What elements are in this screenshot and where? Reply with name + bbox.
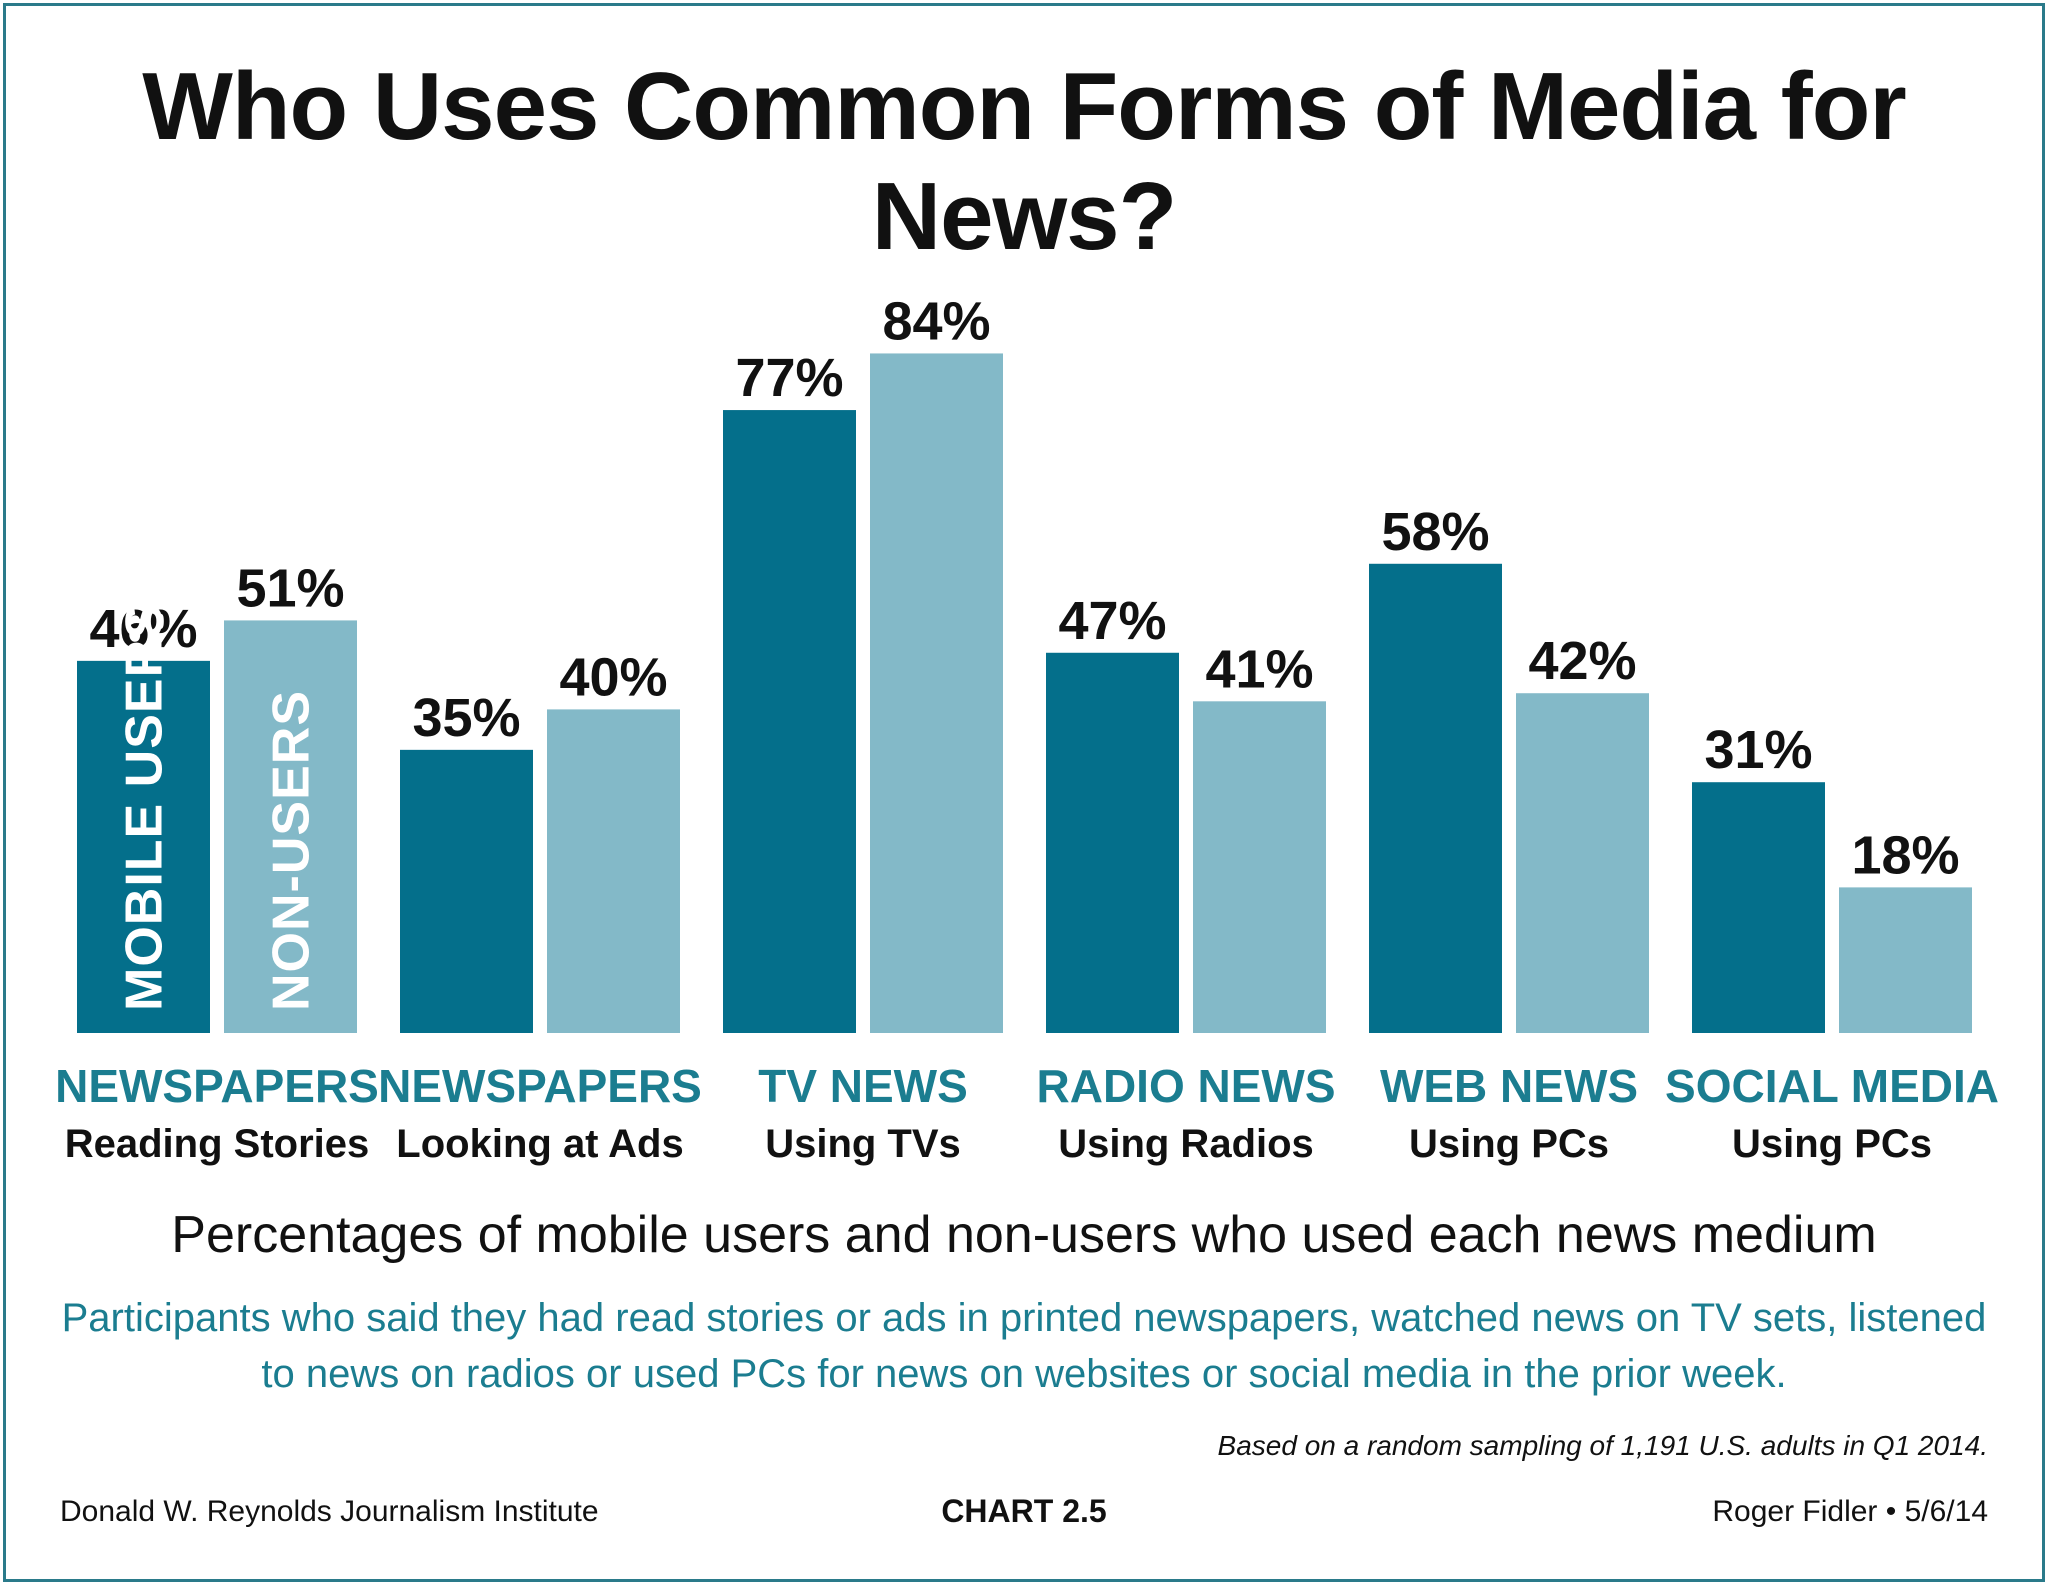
category-sublabel-4: Using PCs [1409, 1122, 1609, 1166]
value-label-non-users-2: 84% [882, 291, 990, 351]
bar-mobile-users-5 [1692, 782, 1825, 1033]
category-sublabel-0: Reading Stories [65, 1122, 370, 1166]
value-label-non-users-1: 40% [559, 647, 667, 707]
value-label-group: 46%MOBILE USERS 51% NON-USERS 35% 40% 77% 84% 4… [89, 291, 1959, 1011]
value-label-non-users-5: 18% [1851, 825, 1959, 885]
value-label-mobile-users-5: 31% [1704, 720, 1812, 780]
category-label-3: RADIO NEWS [1037, 1060, 1336, 1112]
chart-title: Who Uses Common Forms of Media for News? [142, 53, 1906, 270]
bar-non-users-4 [1516, 693, 1649, 1033]
bar-non-users-5 [1839, 887, 1972, 1033]
value-label-non-users-3: 41% [1205, 639, 1313, 699]
footer-institute: Donald W. Reynolds Journalism Institute [60, 1495, 599, 1528]
bar-non-users-1 [547, 709, 680, 1033]
value-label-mobile-users-0: 46% [89, 599, 197, 659]
bar-mobile-users-4 [1369, 563, 1502, 1033]
bar-mobile-users-3 [1046, 652, 1179, 1033]
bar-mobile-users-0 [77, 660, 210, 1033]
footer-chart-number: CHART 2.5 [941, 1493, 1107, 1529]
value-label-mobile-users-2: 77% [735, 348, 843, 408]
value-label-non-users-0: 51% [236, 558, 344, 618]
category-label-4: WEB NEWS [1380, 1060, 1638, 1112]
category-label-0: NEWSPAPERS [55, 1060, 379, 1112]
bar-mobile-users-1 [400, 749, 533, 1033]
sample-footnote: Based on a random sampling of 1,191 U.S.… [1217, 1430, 1988, 1461]
bar-non-users-3 [1193, 701, 1326, 1033]
bar-group [77, 353, 1972, 1033]
series-label-non-users: NON-USERS [263, 690, 321, 1011]
value-label-non-users-4: 42% [1528, 631, 1636, 691]
value-label-mobile-users-1: 35% [412, 688, 520, 748]
category-label-1: NEWSPAPERS [378, 1060, 702, 1112]
value-label-mobile-users-4: 58% [1381, 502, 1489, 562]
category-label-5: SOCIAL MEDIA [1665, 1060, 1999, 1112]
value-label-mobile-users-3: 47% [1058, 591, 1166, 651]
bar-mobile-users-2 [723, 410, 856, 1033]
category-sublabel-2: Using TVs [765, 1122, 961, 1166]
series-label-mobile-users: MOBILE USERS [116, 603, 174, 1011]
category-sublabel-5: Using PCs [1732, 1122, 1932, 1166]
category-sublabel-3: Using Radios [1058, 1122, 1314, 1166]
category-sublabel-1: Looking at Ads [396, 1122, 683, 1166]
footer-author-date: Roger Fidler • 5/6/14 [1712, 1495, 1988, 1528]
bar-non-users-2 [870, 353, 1003, 1033]
chart-subtitle: Percentages of mobile users and non-user… [171, 1206, 1877, 1264]
chart-description: Participants who said they had read stor… [61, 1296, 1987, 1396]
bar-non-users-0 [224, 620, 357, 1033]
category-label-2: TV NEWS [758, 1060, 968, 1112]
